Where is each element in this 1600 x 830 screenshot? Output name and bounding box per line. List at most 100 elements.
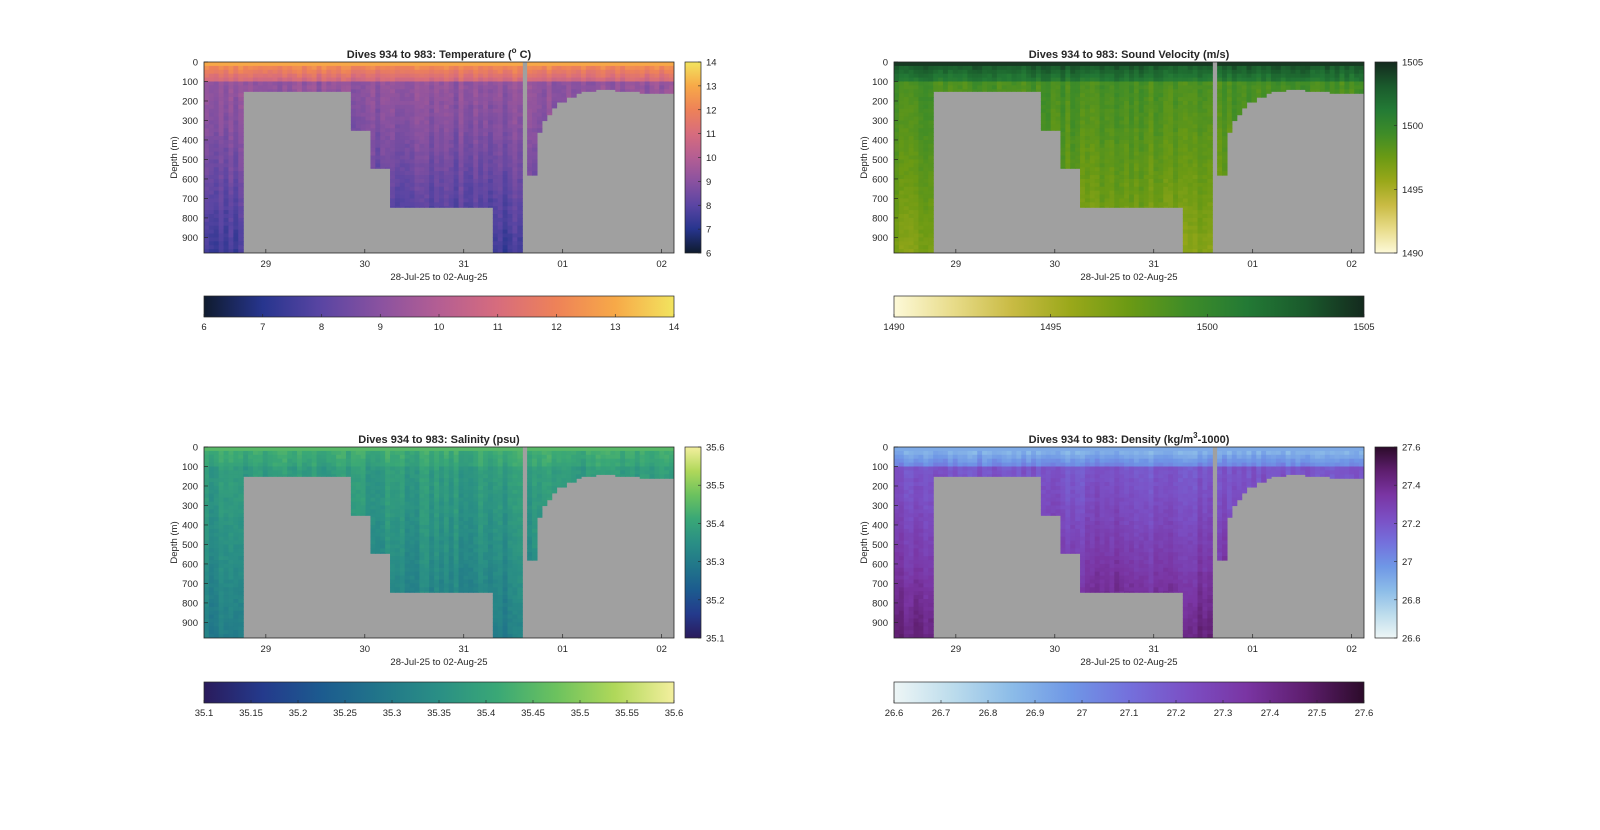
heatmap-cell xyxy=(1349,65,1355,71)
heatmap-cell xyxy=(345,85,352,90)
heatmap-cell xyxy=(908,81,915,86)
heatmap-cell xyxy=(1158,89,1164,94)
heatmap-cell xyxy=(585,85,592,90)
heatmap-cell xyxy=(923,62,929,67)
heatmap-cell xyxy=(1192,241,1199,246)
heatmap-cell xyxy=(429,112,435,118)
heatmap-cell xyxy=(898,217,905,223)
heatmap-cell xyxy=(355,97,362,102)
heatmap-cell xyxy=(404,175,411,180)
heatmap-cell xyxy=(204,513,210,518)
heatmap-cell xyxy=(468,85,474,90)
heatmap-cell xyxy=(468,104,474,110)
heatmap-cell xyxy=(908,163,915,168)
heatmap-cell xyxy=(1070,65,1076,71)
heatmap-cell xyxy=(439,143,445,149)
heatmap-cell xyxy=(1187,89,1194,94)
heatmap-cell xyxy=(1226,108,1233,114)
heatmap-cell xyxy=(292,81,298,86)
heatmap-cell xyxy=(605,81,611,86)
heatmap-cell xyxy=(248,470,254,475)
heatmap-cell xyxy=(399,132,406,137)
heatmap-cell xyxy=(443,198,450,203)
heatmap-cell xyxy=(380,104,386,110)
heatmap-cell xyxy=(448,151,455,157)
heatmap-cell xyxy=(1275,85,1282,90)
heatmap-cell xyxy=(928,112,934,118)
heatmap-cell xyxy=(487,112,494,118)
heatmap-cell xyxy=(913,175,920,180)
heatmap-cell xyxy=(483,198,489,203)
heatmap-cell xyxy=(1310,89,1316,92)
heatmap-cell xyxy=(487,163,494,168)
heatmap-cell xyxy=(218,62,225,67)
heatmap-cell xyxy=(439,112,445,118)
heatmap-cell xyxy=(238,120,244,125)
heatmap-cell xyxy=(380,108,386,114)
heatmap-cell xyxy=(213,245,220,250)
heatmap-cell xyxy=(541,112,548,118)
heatmap-cell xyxy=(218,143,225,149)
heatmap-cell xyxy=(898,97,905,102)
heatmap-cell xyxy=(1045,81,1052,86)
heatmap-cell xyxy=(898,120,905,125)
heatmap-cell xyxy=(1040,128,1047,131)
heatmap-cell xyxy=(390,198,396,203)
heatmap-cell xyxy=(429,163,435,168)
heatmap-cell xyxy=(448,139,455,145)
heatmap-cell xyxy=(1226,77,1233,83)
heatmap-cell xyxy=(497,143,504,149)
heatmap-cell xyxy=(1094,147,1101,153)
heatmap-cell xyxy=(1168,65,1174,71)
heatmap-cell xyxy=(1168,171,1174,176)
heatmap-cell xyxy=(1182,85,1189,90)
heatmap-cell xyxy=(1305,62,1311,67)
heatmap-cell xyxy=(527,120,533,125)
heatmap-cell xyxy=(1177,159,1184,164)
heatmap-cell xyxy=(918,198,924,203)
heatmap-cell xyxy=(1290,62,1297,67)
heatmap-cell xyxy=(468,93,474,98)
heatmap-cell xyxy=(928,217,934,223)
heatmap-cell xyxy=(918,77,924,83)
heatmap-cell xyxy=(546,108,553,114)
heatmap-cell xyxy=(443,190,450,196)
heatmap-cell xyxy=(341,85,347,90)
heatmap-cell xyxy=(448,65,455,71)
heatmap-cell xyxy=(1065,128,1071,133)
heatmap-cell xyxy=(1084,143,1091,149)
heatmap-cell xyxy=(204,175,210,180)
heatmap-cell xyxy=(233,62,239,67)
heatmap-cell xyxy=(1339,85,1346,90)
heatmap-cell xyxy=(933,69,939,75)
heatmap-cell xyxy=(409,206,416,208)
heatmap-cell xyxy=(394,69,401,75)
heatmap-cell xyxy=(1226,128,1233,133)
heatmap-cell xyxy=(1173,190,1179,196)
heatmap-cell xyxy=(1168,85,1174,90)
heatmap-cell xyxy=(375,128,381,133)
heatmap-cell xyxy=(908,85,915,90)
heatmap-cell xyxy=(972,73,978,79)
heatmap-cell xyxy=(908,100,915,106)
heatmap-cell xyxy=(208,579,215,585)
heatmap-cell xyxy=(1280,89,1287,92)
heatmap-cell xyxy=(1192,136,1199,141)
heatmap-cell xyxy=(223,583,230,588)
heatmap-cell xyxy=(404,163,411,168)
heatmap-cell xyxy=(492,155,499,161)
heatmap-cell xyxy=(463,171,469,176)
heatmap-cell xyxy=(1045,89,1052,94)
heatmap-cell xyxy=(218,540,225,546)
heatmap-cell xyxy=(390,62,396,67)
heatmap-cell xyxy=(1217,120,1223,125)
heatmap-cell xyxy=(208,458,215,464)
heatmap-cell xyxy=(350,100,357,106)
heatmap-cell xyxy=(497,104,504,110)
y-tick-label: 800 xyxy=(872,213,888,224)
heatmap-cell xyxy=(399,108,406,114)
heatmap-cell xyxy=(272,73,279,79)
heatmap-cell xyxy=(434,120,440,125)
heatmap-cell xyxy=(233,614,239,620)
heatmap-cell xyxy=(218,182,225,188)
